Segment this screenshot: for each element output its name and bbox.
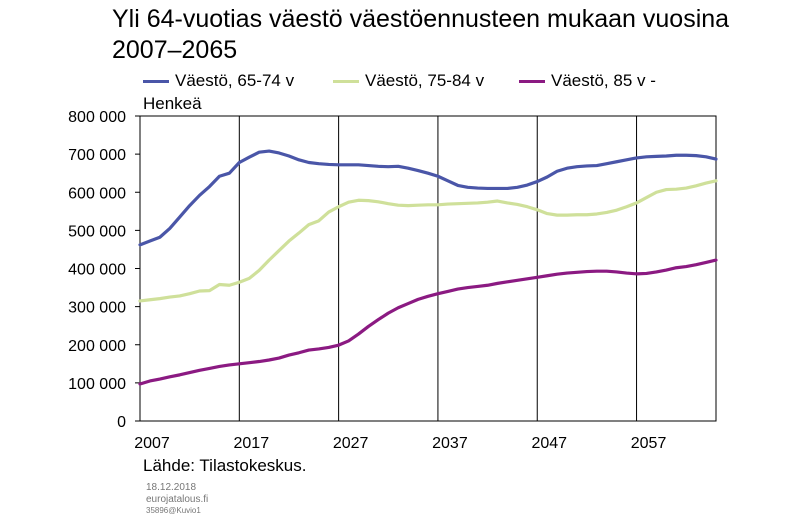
legend-item-75-84: Väestö, 75-84 v	[333, 70, 484, 92]
x-tick-label-2047: 2047	[531, 435, 567, 452]
legend-item-85: Väestö, 85 v -	[519, 70, 656, 92]
y-tick-label-100000: 100 000	[68, 376, 126, 393]
x-tick-label-2037: 2037	[432, 435, 468, 452]
y-tick-label-200000: 200 000	[68, 338, 126, 355]
x-tick-label-2017: 2017	[234, 435, 270, 452]
x-tick-label-2007: 2007	[134, 435, 170, 452]
y-tick-label-800000: 800 000	[68, 109, 126, 126]
publish-date: 18.12.2018	[146, 482, 197, 493]
y-tick-label-300000: 300 000	[68, 300, 126, 317]
chart-legend: Väestö, 65-74 v Väestö, 75-84 v Väestö, …	[143, 70, 783, 92]
legend-swatch-65-74	[143, 79, 169, 83]
legend-item-65-74: Väestö, 65-74 v	[143, 70, 294, 92]
legend-label-75-84: Väestö, 75-84 v	[365, 71, 485, 90]
series-line-65-74	[138, 149, 718, 247]
plot-frame	[139, 115, 717, 422]
legend-swatch-85	[519, 79, 545, 83]
y-axis-label: Henkeä	[143, 94, 202, 113]
x-tick-label-2057: 2057	[631, 435, 667, 452]
series-line-75-84	[138, 179, 718, 303]
x-tick-label-2027: 2027	[333, 435, 369, 452]
legend-swatch-75-84	[333, 79, 359, 83]
y-tick-label-0: 0	[117, 414, 126, 431]
site-name: eurojatalous.fi	[146, 494, 209, 505]
chart-title: Yli 64-vuotias väestö väestöennusteen mu…	[112, 5, 730, 64]
legend-label-85: Väestö, 85 v -	[551, 71, 656, 90]
y-tick-label-400000: 400 000	[68, 262, 126, 279]
source-note: Lähde: Tilastokeskus.	[143, 456, 307, 475]
figure-code: 35896@Kuvio1	[146, 506, 201, 515]
legend-label-65-74: Väestö, 65-74 v	[175, 71, 295, 90]
series-line-85	[138, 258, 718, 386]
y-tick-label-500000: 500 000	[68, 223, 126, 240]
y-tick-label-700000: 700 000	[68, 147, 126, 164]
y-tick-label-600000: 600 000	[68, 185, 126, 202]
